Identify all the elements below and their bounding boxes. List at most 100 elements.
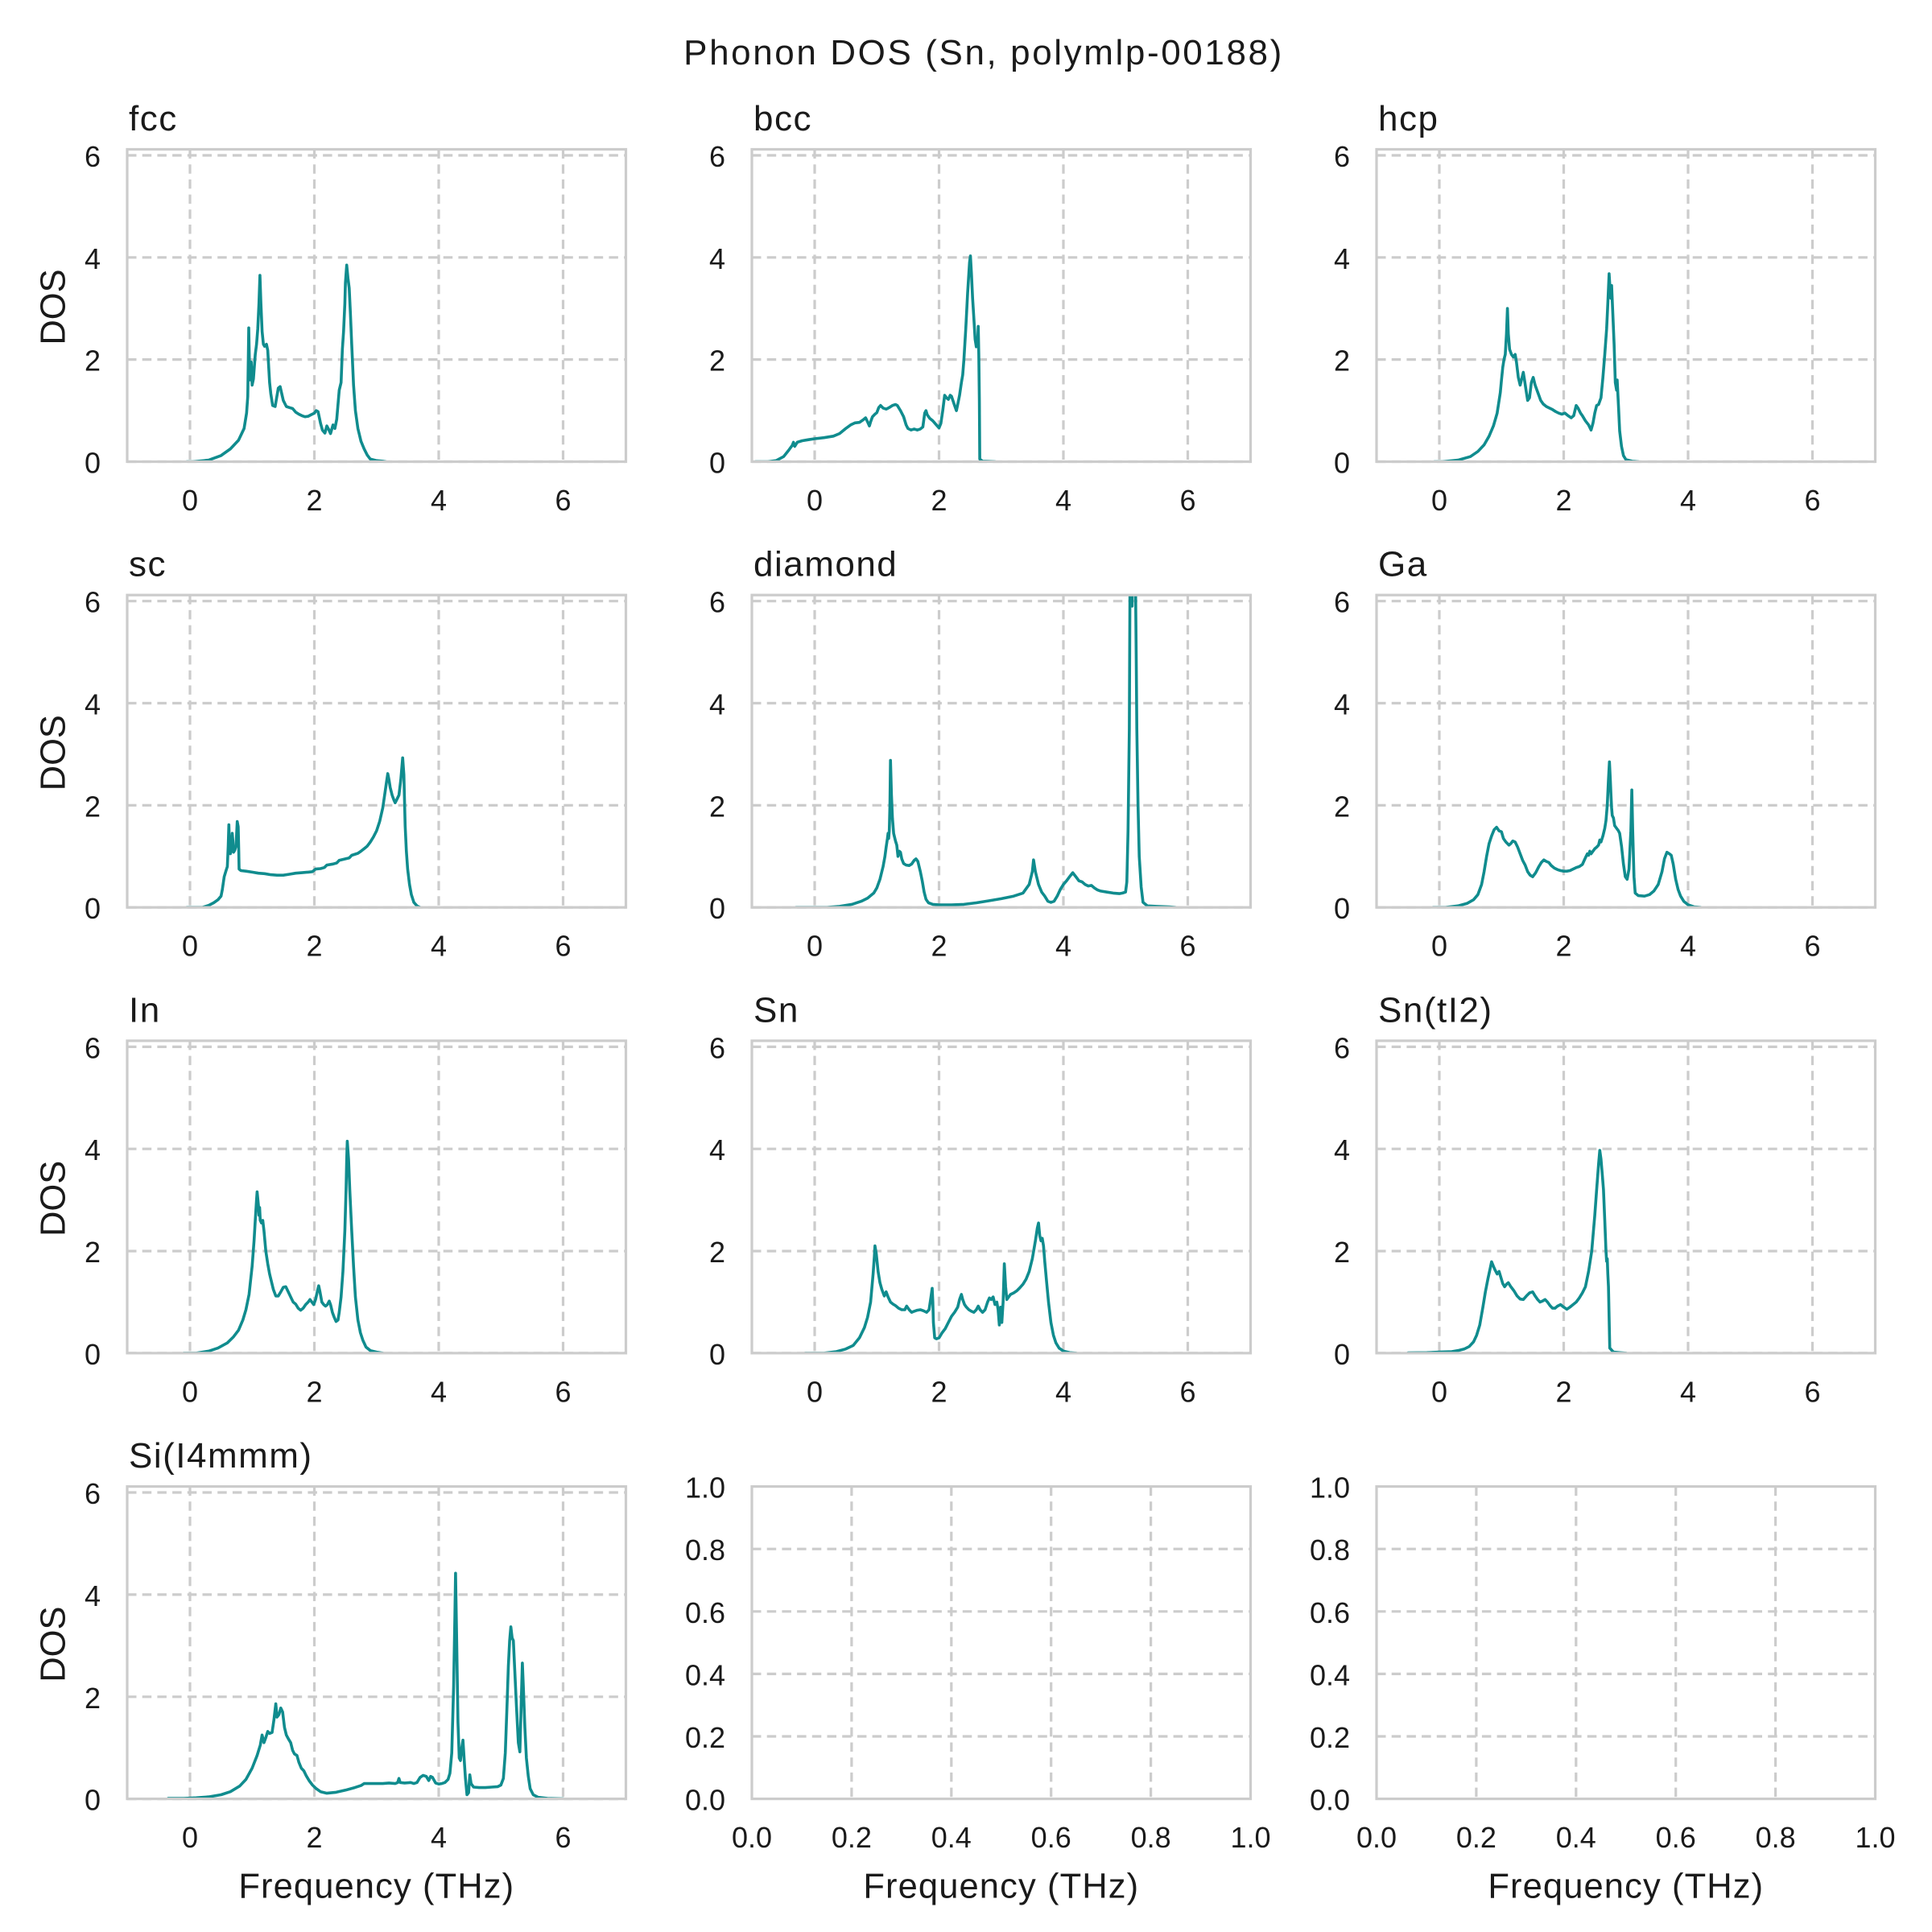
svg-text:2: 2 [709, 1236, 725, 1269]
svg-text:0: 0 [85, 1784, 101, 1817]
svg-text:0.4: 0.4 [685, 1658, 725, 1691]
svg-text:6: 6 [1179, 484, 1195, 517]
svg-text:0: 0 [1431, 930, 1447, 963]
svg-text:1.0: 1.0 [685, 1472, 725, 1505]
svg-text:0: 0 [1334, 1338, 1350, 1371]
svg-text:0.6: 0.6 [1656, 1821, 1696, 1854]
svg-text:6: 6 [1334, 1031, 1350, 1064]
svg-text:0: 0 [807, 1375, 823, 1408]
svg-text:6: 6 [555, 930, 571, 963]
svg-text:2: 2 [1334, 790, 1350, 823]
svg-text:6: 6 [709, 1031, 725, 1064]
svg-text:DOS: DOS [34, 715, 72, 791]
svg-text:0.0: 0.0 [685, 1784, 725, 1817]
svg-text:Frequency (THz): Frequency (THz) [1488, 1867, 1764, 1905]
svg-text:0: 0 [182, 484, 198, 517]
svg-text:4: 4 [1334, 1133, 1350, 1166]
svg-text:6: 6 [1334, 586, 1350, 619]
svg-text:0.4: 0.4 [1556, 1821, 1596, 1854]
svg-text:6: 6 [1334, 140, 1350, 173]
svg-text:0.2: 0.2 [1310, 1721, 1350, 1754]
svg-text:6: 6 [85, 1477, 101, 1510]
svg-text:1.0: 1.0 [1855, 1821, 1895, 1854]
svg-text:4: 4 [1055, 484, 1071, 517]
svg-text:6: 6 [555, 484, 571, 517]
svg-text:4: 4 [85, 1133, 101, 1166]
svg-text:2: 2 [1555, 484, 1571, 517]
svg-text:bcc: bcc [753, 99, 812, 138]
svg-text:4: 4 [85, 1579, 101, 1612]
svg-text:0: 0 [1334, 447, 1350, 480]
svg-text:2: 2 [85, 1236, 101, 1269]
svg-text:2: 2 [306, 1375, 322, 1408]
svg-text:2: 2 [709, 790, 725, 823]
svg-text:0.2: 0.2 [1456, 1821, 1496, 1854]
svg-text:0: 0 [182, 1821, 198, 1854]
svg-text:0: 0 [1431, 484, 1447, 517]
svg-text:6: 6 [85, 586, 101, 619]
svg-text:0.4: 0.4 [931, 1821, 972, 1854]
svg-text:0.8: 0.8 [1756, 1821, 1796, 1854]
svg-text:6: 6 [1179, 1375, 1195, 1408]
svg-text:2: 2 [931, 484, 947, 517]
svg-text:4: 4 [709, 242, 725, 275]
svg-text:0.6: 0.6 [1031, 1821, 1071, 1854]
svg-text:sc: sc [129, 545, 167, 584]
svg-text:0: 0 [807, 930, 823, 963]
svg-text:0: 0 [709, 447, 725, 480]
svg-text:2: 2 [306, 1821, 322, 1854]
svg-text:0.6: 0.6 [685, 1596, 725, 1629]
svg-text:0.0: 0.0 [1356, 1821, 1397, 1854]
svg-text:6: 6 [555, 1375, 571, 1408]
svg-text:Phonon DOS (Sn, polymlp-00188): Phonon DOS (Sn, polymlp-00188) [683, 33, 1284, 72]
svg-text:Sn: Sn [753, 990, 799, 1030]
svg-text:4: 4 [431, 484, 447, 517]
svg-text:0: 0 [1334, 892, 1350, 925]
svg-text:4: 4 [1334, 242, 1350, 275]
svg-text:4: 4 [709, 688, 725, 721]
svg-text:2: 2 [306, 930, 322, 963]
svg-text:0: 0 [85, 1338, 101, 1371]
svg-text:0: 0 [709, 1338, 725, 1371]
svg-text:2: 2 [709, 345, 725, 378]
svg-text:In: In [129, 990, 161, 1030]
svg-text:0.0: 0.0 [1310, 1784, 1350, 1817]
svg-text:4: 4 [1055, 930, 1071, 963]
svg-text:2: 2 [931, 930, 947, 963]
svg-text:0.4: 0.4 [1310, 1658, 1350, 1691]
svg-text:Frequency (THz): Frequency (THz) [238, 1867, 514, 1905]
svg-text:4: 4 [85, 242, 101, 275]
svg-text:4: 4 [431, 930, 447, 963]
svg-text:2: 2 [306, 484, 322, 517]
svg-text:0.8: 0.8 [1310, 1534, 1350, 1567]
svg-text:2: 2 [85, 790, 101, 823]
svg-text:0: 0 [85, 892, 101, 925]
svg-text:4: 4 [1680, 484, 1696, 517]
svg-text:hcp: hcp [1378, 99, 1439, 138]
svg-text:Sn(tI2): Sn(tI2) [1378, 990, 1493, 1030]
svg-text:4: 4 [1680, 1375, 1696, 1408]
svg-text:0: 0 [709, 892, 725, 925]
svg-text:6: 6 [1804, 930, 1820, 963]
svg-text:2: 2 [85, 1682, 101, 1715]
svg-text:DOS: DOS [34, 269, 72, 345]
svg-text:2: 2 [1334, 345, 1350, 378]
svg-text:1.0: 1.0 [1230, 1821, 1270, 1854]
svg-text:1.0: 1.0 [1310, 1472, 1350, 1505]
svg-text:0: 0 [1431, 1375, 1447, 1408]
svg-text:6: 6 [1804, 484, 1820, 517]
svg-text:4: 4 [431, 1821, 447, 1854]
svg-text:6: 6 [555, 1821, 571, 1854]
svg-text:6: 6 [709, 140, 725, 173]
svg-text:0: 0 [807, 484, 823, 517]
svg-text:DOS: DOS [34, 1161, 72, 1236]
svg-text:0: 0 [85, 447, 101, 480]
svg-text:2: 2 [85, 345, 101, 378]
svg-text:0.0: 0.0 [732, 1821, 772, 1854]
svg-text:0.6: 0.6 [1310, 1596, 1350, 1629]
svg-text:6: 6 [1804, 1375, 1820, 1408]
svg-text:4: 4 [431, 1375, 447, 1408]
svg-text:2: 2 [1334, 1236, 1350, 1269]
svg-text:6: 6 [85, 1031, 101, 1064]
svg-text:0.2: 0.2 [685, 1721, 725, 1754]
